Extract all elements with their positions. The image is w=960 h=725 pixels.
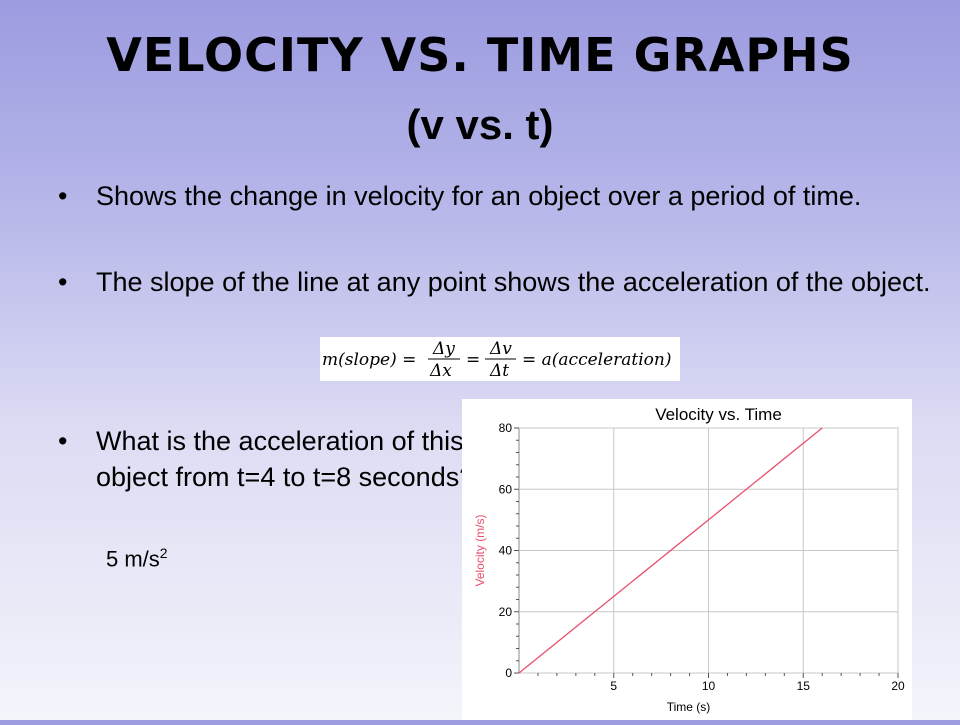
x-tick-label: 5 — [610, 679, 617, 693]
chart-svg: 5 10 15 20 0 20 40 60 80 Velocity vs. Time Time (s… — [473, 405, 905, 714]
formula-frac1-den: Δx — [429, 361, 452, 381]
answer-exponent: 2 — [159, 545, 168, 561]
formula-rhs: = a(acceleration) — [522, 350, 672, 370]
slope-formula: m(slope) = Δy Δx = Δv Δt = a(acceleratio… — [320, 337, 680, 381]
velocity-chart: 5 10 15 20 0 20 40 60 80 Velocity vs. Time Time (s… — [462, 399, 912, 720]
x-axis-label: Time (s) — [667, 700, 711, 714]
formula-graphic: m(slope) = Δy Δx = Δv Δt = a(acceleratio… — [322, 339, 672, 381]
y-tick-label: 20 — [499, 605, 513, 619]
x-tick-label: 20 — [891, 679, 905, 693]
slide-subtitle: (v vs. t) — [406, 101, 554, 148]
bullet-item: What is the acceleration of this object … — [58, 423, 476, 495]
formula-eq: = — [466, 350, 480, 370]
y-tick-label: 60 — [499, 482, 513, 496]
slide-title: Velocity vs. Time Graphs — [106, 28, 854, 82]
series-line — [518, 427, 823, 674]
y-axis-label: Velocity (m/s) — [473, 514, 487, 586]
bullet-item: The slope of the line at any point shows… — [58, 264, 936, 300]
formula-lhs: m(slope) = — [322, 350, 416, 370]
bullet-item: Shows the change in velocity for an obje… — [58, 178, 936, 214]
x-tick-label: 10 — [702, 679, 716, 693]
formula-frac2-den: Δt — [489, 361, 509, 381]
formula-frac1-num: Δy — [432, 339, 455, 359]
answer-value: 5 m/s — [106, 546, 160, 572]
y-tick-label: 80 — [499, 421, 513, 435]
formula-frac2-num: Δv — [489, 339, 512, 359]
y-tick-label: 40 — [499, 544, 513, 558]
y-tick-label: 0 — [505, 666, 512, 680]
answer-text: 5 m/s2 — [106, 545, 168, 572]
chart-title: Velocity vs. Time — [655, 405, 782, 424]
x-tick-label: 15 — [797, 679, 811, 693]
